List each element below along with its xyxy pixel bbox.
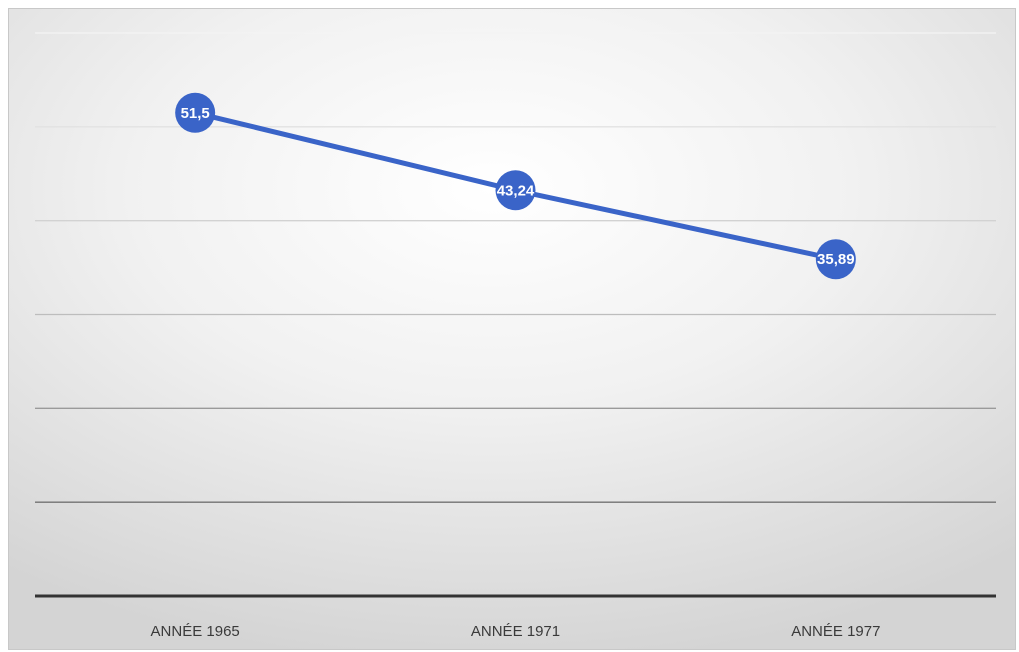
- data-label-0: 51,5: [181, 105, 210, 122]
- data-point-1: [495, 170, 536, 211]
- x-tick-label-1: ANNÉE 1971: [471, 623, 560, 640]
- tick-labels: ANNÉE 1965 ANNÉE 1971 ANNÉE 1977: [151, 623, 881, 640]
- x-tick-label-2: ANNÉE 1977: [791, 623, 880, 640]
- data-label-1: 43,24: [497, 182, 535, 199]
- data-point-2: [815, 239, 856, 280]
- data-point-0: [175, 92, 216, 133]
- x-tick-label-0: ANNÉE 1965: [151, 623, 240, 640]
- data-label-2: 35,89: [817, 251, 855, 268]
- series-layer: 51,5 43,24 35,89: [175, 92, 856, 280]
